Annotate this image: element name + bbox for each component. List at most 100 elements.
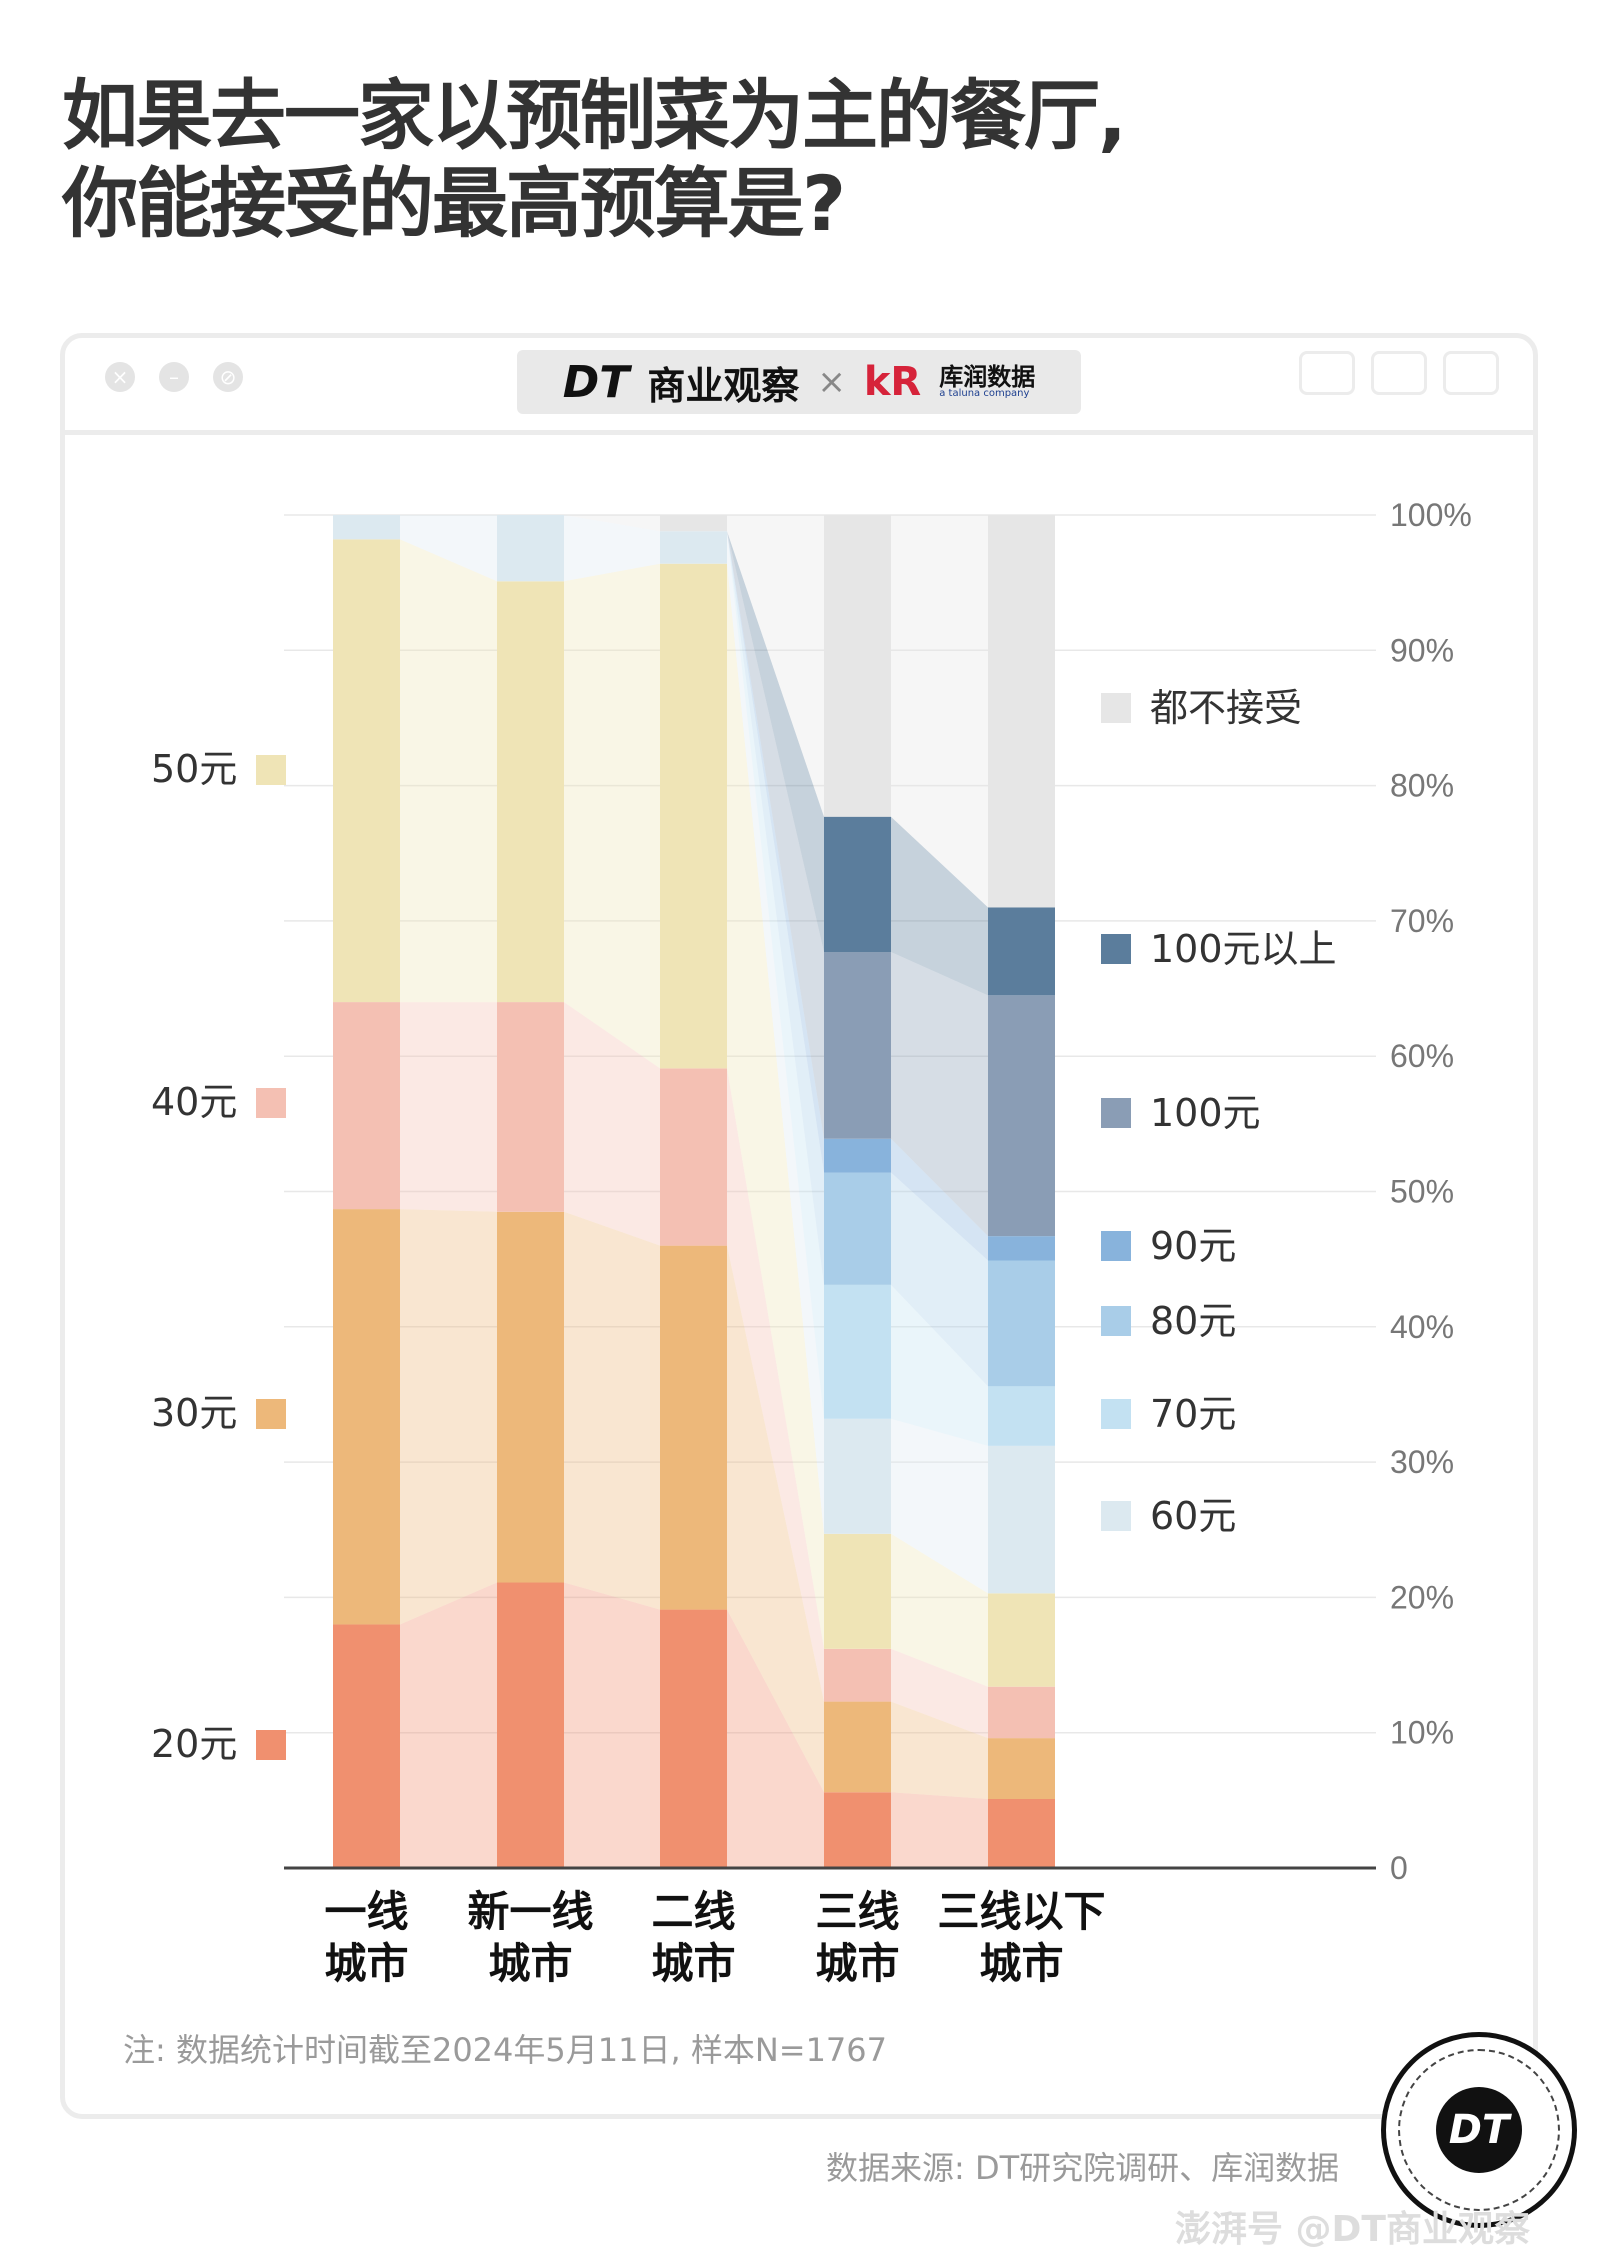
bar-segment-80元 [824, 1172, 891, 1285]
share-icon[interactable] [1371, 351, 1427, 395]
watermark: 澎湃号 @DT商业观察 [1175, 2209, 1530, 2250]
connector-都不接受 [727, 515, 824, 817]
bar-segment-50元 [660, 563, 727, 1069]
x-tick-label: 新一线 [467, 1887, 593, 1936]
bar-segment-40元 [497, 1002, 564, 1212]
y-tick-label: 60% [1390, 1038, 1454, 1074]
bar-segment-都不接受 [988, 515, 1055, 908]
legend-swatch [1101, 934, 1131, 964]
bar-segment-都不接受 [824, 515, 891, 817]
y-tick-label: 100% [1390, 497, 1472, 533]
connector-100元以上 [891, 816, 988, 996]
legend-label: 50元 [151, 747, 237, 791]
stop-icon[interactable]: ⊘ [213, 362, 243, 392]
bar-segment-90元 [824, 1138, 891, 1173]
connector-90元 [727, 531, 824, 1173]
kr-name: 库润数据 [939, 363, 1036, 391]
connector-50元 [891, 1533, 988, 1687]
page-title: 如果去一家以预制菜为主的餐厅, 你能接受的最高预算是? [62, 72, 1127, 248]
connector-60元 [891, 1418, 988, 1594]
bar-segment-都不接受 [660, 515, 727, 532]
x-tick-label: 城市 [815, 1939, 899, 1988]
bar-segment-20元 [824, 1792, 891, 1868]
bar-segment-50元 [497, 581, 564, 1003]
legend-swatch [1101, 1399, 1131, 1429]
legend-label: 30元 [151, 1391, 237, 1435]
connector-20元 [727, 1609, 824, 1868]
chart-card: × – ⊘ DT 商业观察 × kR 库润数据 a taluna company [60, 333, 1538, 2119]
connector-50元 [727, 563, 824, 1649]
legend-label: 20元 [151, 1722, 237, 1766]
y-tick-label: 30% [1390, 1444, 1454, 1480]
x-tick-label: 三线 [815, 1887, 899, 1936]
legend-swatch [1101, 1098, 1131, 1128]
legend-swatch [1101, 1231, 1131, 1261]
connector-80元 [727, 531, 824, 1285]
y-tick-label: 0 [1390, 1850, 1408, 1886]
minimize-icon[interactable]: – [159, 362, 189, 392]
y-tick-label: 50% [1390, 1174, 1454, 1210]
x-tick-label: 城市 [488, 1939, 572, 1988]
connector-60元 [564, 515, 660, 582]
dt-logo: DT [562, 356, 630, 408]
y-tick-label: 20% [1390, 1579, 1454, 1615]
legend-swatch [1101, 1501, 1131, 1531]
bar-segment-40元 [333, 1002, 400, 1210]
y-tick-label: 10% [1390, 1715, 1454, 1751]
connector-50元 [400, 539, 497, 1003]
x-tick-label: 城市 [651, 1939, 735, 1988]
close-icon[interactable]: × [105, 362, 135, 392]
x-tick-label: 二线 [651, 1887, 735, 1936]
connector-70元 [727, 531, 824, 1419]
legend-label: 80元 [1150, 1299, 1236, 1343]
copy-icon[interactable] [1443, 351, 1499, 395]
bar-segment-50元 [333, 539, 400, 1003]
bar-segment-60元 [333, 515, 400, 540]
connector-40元 [564, 1002, 660, 1246]
connector-60元 [727, 531, 824, 1534]
connector-30元 [727, 1245, 824, 1793]
connector-100元 [891, 952, 988, 1237]
bar-segment-50元 [824, 1533, 891, 1649]
connector-80元 [891, 1172, 988, 1387]
connector-30元 [400, 1209, 497, 1625]
connector-20元 [564, 1582, 660, 1868]
bar-segment-50元 [988, 1593, 1055, 1687]
connector-40元 [891, 1648, 988, 1739]
brand-logos: DT 商业观察 × kR 库润数据 a taluna company [517, 350, 1081, 414]
connector-90元 [891, 1138, 988, 1261]
legend-label: 60元 [1150, 1494, 1236, 1538]
times-icon: × [817, 362, 846, 402]
x-tick-label: 一线 [324, 1887, 408, 1936]
bar-segment-60元 [988, 1445, 1055, 1594]
bar-segment-20元 [333, 1624, 400, 1868]
bar-segment-60元 [497, 515, 564, 582]
bar-segment-80元 [988, 1260, 1055, 1387]
connector-20元 [400, 1582, 497, 1868]
bar-segment-40元 [824, 1648, 891, 1702]
bar-segment-40元 [660, 1068, 727, 1246]
bar-segment-40元 [988, 1686, 1055, 1739]
bar-segment-20元 [660, 1609, 727, 1868]
record-icon[interactable] [1299, 351, 1355, 395]
legend-label: 40元 [151, 1080, 237, 1124]
bar-segment-100元以上 [988, 907, 1055, 996]
bar-segment-100元 [824, 952, 891, 1139]
bar-segment-60元 [824, 1418, 891, 1534]
legend-swatch [256, 1088, 286, 1118]
bar-segment-20元 [988, 1798, 1055, 1868]
legend-label: 100元 [1150, 1091, 1261, 1135]
connector-50元 [564, 563, 660, 1069]
legend-swatch [256, 755, 286, 785]
y-tick-label: 70% [1390, 903, 1454, 939]
connector-20元 [891, 1792, 988, 1868]
bar-segment-30元 [497, 1211, 564, 1583]
legend-label: 都不接受 [1150, 686, 1302, 730]
bar-segment-100元以上 [824, 816, 891, 953]
y-tick-label: 90% [1390, 632, 1454, 668]
kr-tagline: a taluna company [939, 388, 1030, 399]
legend-swatch [1101, 693, 1131, 723]
y-tick-label: 40% [1390, 1309, 1454, 1345]
connector-30元 [564, 1211, 660, 1610]
